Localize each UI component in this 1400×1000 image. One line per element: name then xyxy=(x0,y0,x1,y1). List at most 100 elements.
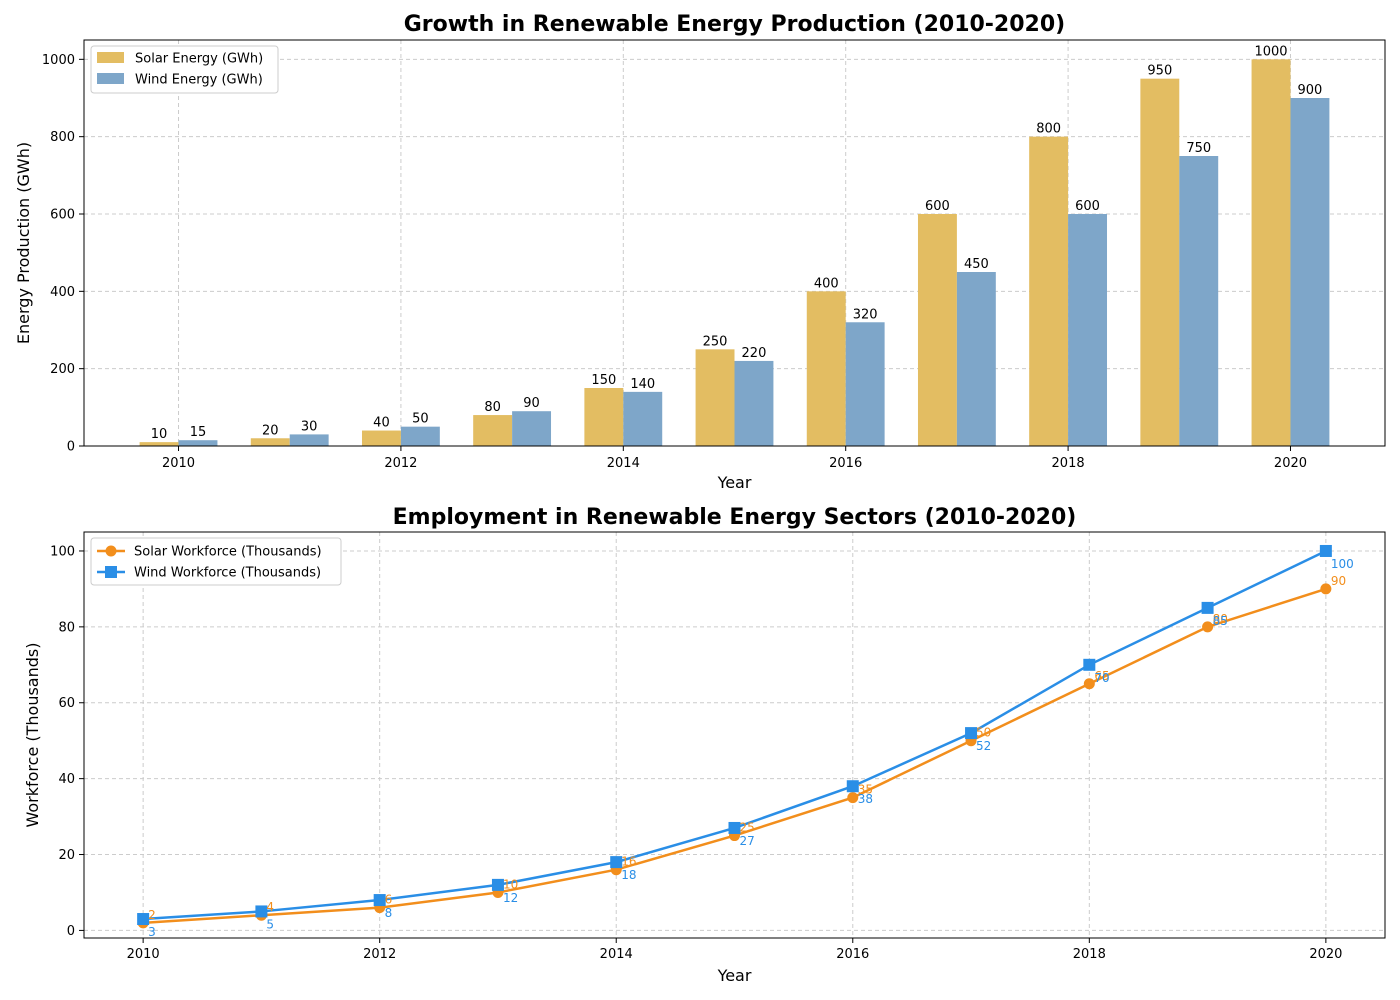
employment-x-tick-label: 2014 xyxy=(600,947,633,962)
energy-chart-title: Growth in Renewable Energy Production (2… xyxy=(404,12,1065,37)
wind-energy-bar xyxy=(956,272,996,446)
solar-energy-bar xyxy=(584,388,624,446)
wind-workforce-point-label: 5 xyxy=(266,917,274,931)
energy-bar-labels: 10 20 40 80 150 250 400 600 800 950 1000 15 30 50 90 14… xyxy=(151,44,1323,442)
wind-workforce-point xyxy=(1083,658,1096,671)
employment-legend-label: Solar Workforce (Thousands) xyxy=(134,545,322,560)
employment-y-tick-label: 60 xyxy=(58,696,75,711)
energy-y-axis-label: Energy Production (GWh) xyxy=(14,142,33,344)
solar-energy-bar-label: 40 xyxy=(373,416,390,431)
wind-energy-bar xyxy=(1068,214,1108,446)
wind-energy-bar-label: 50 xyxy=(412,412,429,427)
energy-x-tick-label: 2012 xyxy=(384,456,417,471)
solar-workforce-point-label: 2 xyxy=(148,908,156,922)
employment-y-tick-label: 0 xyxy=(67,924,75,939)
wind-workforce-line xyxy=(143,549,1327,921)
wind-energy-bar xyxy=(845,322,885,446)
energy-y-tick-label: 400 xyxy=(50,285,75,300)
wind-energy-bar-label: 450 xyxy=(964,257,989,272)
wind-energy-bar-label: 750 xyxy=(1186,141,1211,156)
energy-legend-swatch xyxy=(97,73,124,84)
wind-energy-bar xyxy=(734,360,774,446)
wind-workforce-point xyxy=(491,878,504,891)
energy-y-tick-label: 200 xyxy=(50,362,75,377)
energy-y-tick-label: 1000 xyxy=(42,53,75,68)
energy-x-tick-label: 2014 xyxy=(607,456,640,471)
solar-energy-bar-label: 950 xyxy=(1147,64,1172,79)
wind-workforce-point-label: 38 xyxy=(858,792,873,806)
energy-legend-swatch xyxy=(97,52,124,63)
solar-energy-bar xyxy=(1140,78,1180,447)
employment-legend-box xyxy=(90,537,342,586)
solar-energy-bar-label: 80 xyxy=(484,400,501,415)
wind-energy-bar-label: 140 xyxy=(630,377,655,392)
solar-workforce-point-label: 4 xyxy=(266,900,274,914)
wind-energy-bar-label: 320 xyxy=(853,307,878,322)
wind-workforce-point-label: 8 xyxy=(385,906,393,920)
solar-energy-bar-label: 20 xyxy=(262,423,279,438)
solar-energy-bar xyxy=(1251,59,1291,446)
wind-workforce-point-label: 100 xyxy=(1331,557,1354,571)
energy-legend-label: Wind Energy (GWh) xyxy=(135,73,263,88)
solar-workforce-point xyxy=(1202,621,1214,633)
solar-energy-bar-label: 10 xyxy=(151,427,168,442)
solar-workforce-point-label: 10 xyxy=(503,877,518,891)
solar-workforce-point-label: 80 xyxy=(1213,612,1228,626)
wind-energy-bar xyxy=(623,391,663,446)
wind-workforce-point xyxy=(965,727,978,740)
solar-energy-bar xyxy=(695,349,735,446)
solar-energy-bar xyxy=(250,438,290,446)
wind-workforce-point xyxy=(373,894,386,907)
employment-x-tick-label: 2020 xyxy=(1309,947,1342,962)
wind-energy-bar xyxy=(178,440,218,446)
wind-workforce-point-label: 27 xyxy=(740,834,755,848)
solar-workforce-point xyxy=(1320,583,1332,595)
wind-energy-bar xyxy=(512,411,552,446)
energy-legend-label: Solar Energy (GWh) xyxy=(135,52,263,67)
energy-legend-box xyxy=(90,45,279,94)
wind-workforce-point xyxy=(137,913,150,926)
solar-workforce-point-label: 90 xyxy=(1331,574,1346,588)
energy-x-tick-label: 2010 xyxy=(162,456,195,471)
wind-workforce-point-label: 12 xyxy=(503,891,518,905)
employment-chart: 246101625355065809035812182738527085100 … xyxy=(23,505,1386,985)
solar-energy-bar-label: 400 xyxy=(814,276,839,291)
energy-x-tick-label: 2018 xyxy=(1052,456,1085,471)
wind-workforce-point-label: 18 xyxy=(621,868,636,882)
wind-energy-bar xyxy=(400,426,440,446)
solar-workforce-line xyxy=(143,587,1327,925)
employment-x-tick-label: 2016 xyxy=(836,947,869,962)
wind-energy-bar xyxy=(1179,156,1219,446)
wind-energy-bar-label: 600 xyxy=(1075,199,1100,214)
wind-workforce-point-label: 70 xyxy=(1094,671,1109,685)
solar-energy-bar xyxy=(361,430,401,446)
wind-workforce-point-label: 85 xyxy=(1213,614,1228,628)
solar-energy-bar-label: 150 xyxy=(591,373,616,388)
solar-energy-bar-label: 800 xyxy=(1036,122,1061,137)
solar-energy-bar-label: 600 xyxy=(925,199,950,214)
solar-energy-bar xyxy=(473,415,513,446)
solar-workforce-point-label: 65 xyxy=(1094,669,1109,683)
employment-plot-frame xyxy=(83,531,1386,939)
solar-workforce-point-label: 35 xyxy=(858,783,873,797)
employment-legend-marker xyxy=(105,566,117,578)
wind-workforce-point xyxy=(1319,544,1332,557)
solar-workforce-point-label: 6 xyxy=(385,893,393,907)
energy-y-tick-label: 0 xyxy=(67,440,75,455)
energy-legend: Solar Energy (GWh) Wind Energy (GWh) xyxy=(90,45,279,94)
employment-grid xyxy=(84,532,1385,938)
employment-legend: Solar Workforce (Thousands) Wind Workforc… xyxy=(90,537,342,586)
solar-energy-bar-label: 1000 xyxy=(1254,44,1287,59)
employment-y-tick-label: 20 xyxy=(58,848,75,863)
solar-energy-bar xyxy=(139,442,179,446)
wind-workforce-point xyxy=(1201,601,1214,614)
wind-workforce-point xyxy=(846,780,859,793)
employment-x-tick-label: 2010 xyxy=(127,947,160,962)
energy-x-tick-label: 2016 xyxy=(829,456,862,471)
employment-legend-marker xyxy=(105,545,117,557)
solar-energy-bar xyxy=(806,291,846,446)
employment-y-tick-label: 80 xyxy=(58,620,75,635)
wind-workforce-point xyxy=(610,856,623,869)
